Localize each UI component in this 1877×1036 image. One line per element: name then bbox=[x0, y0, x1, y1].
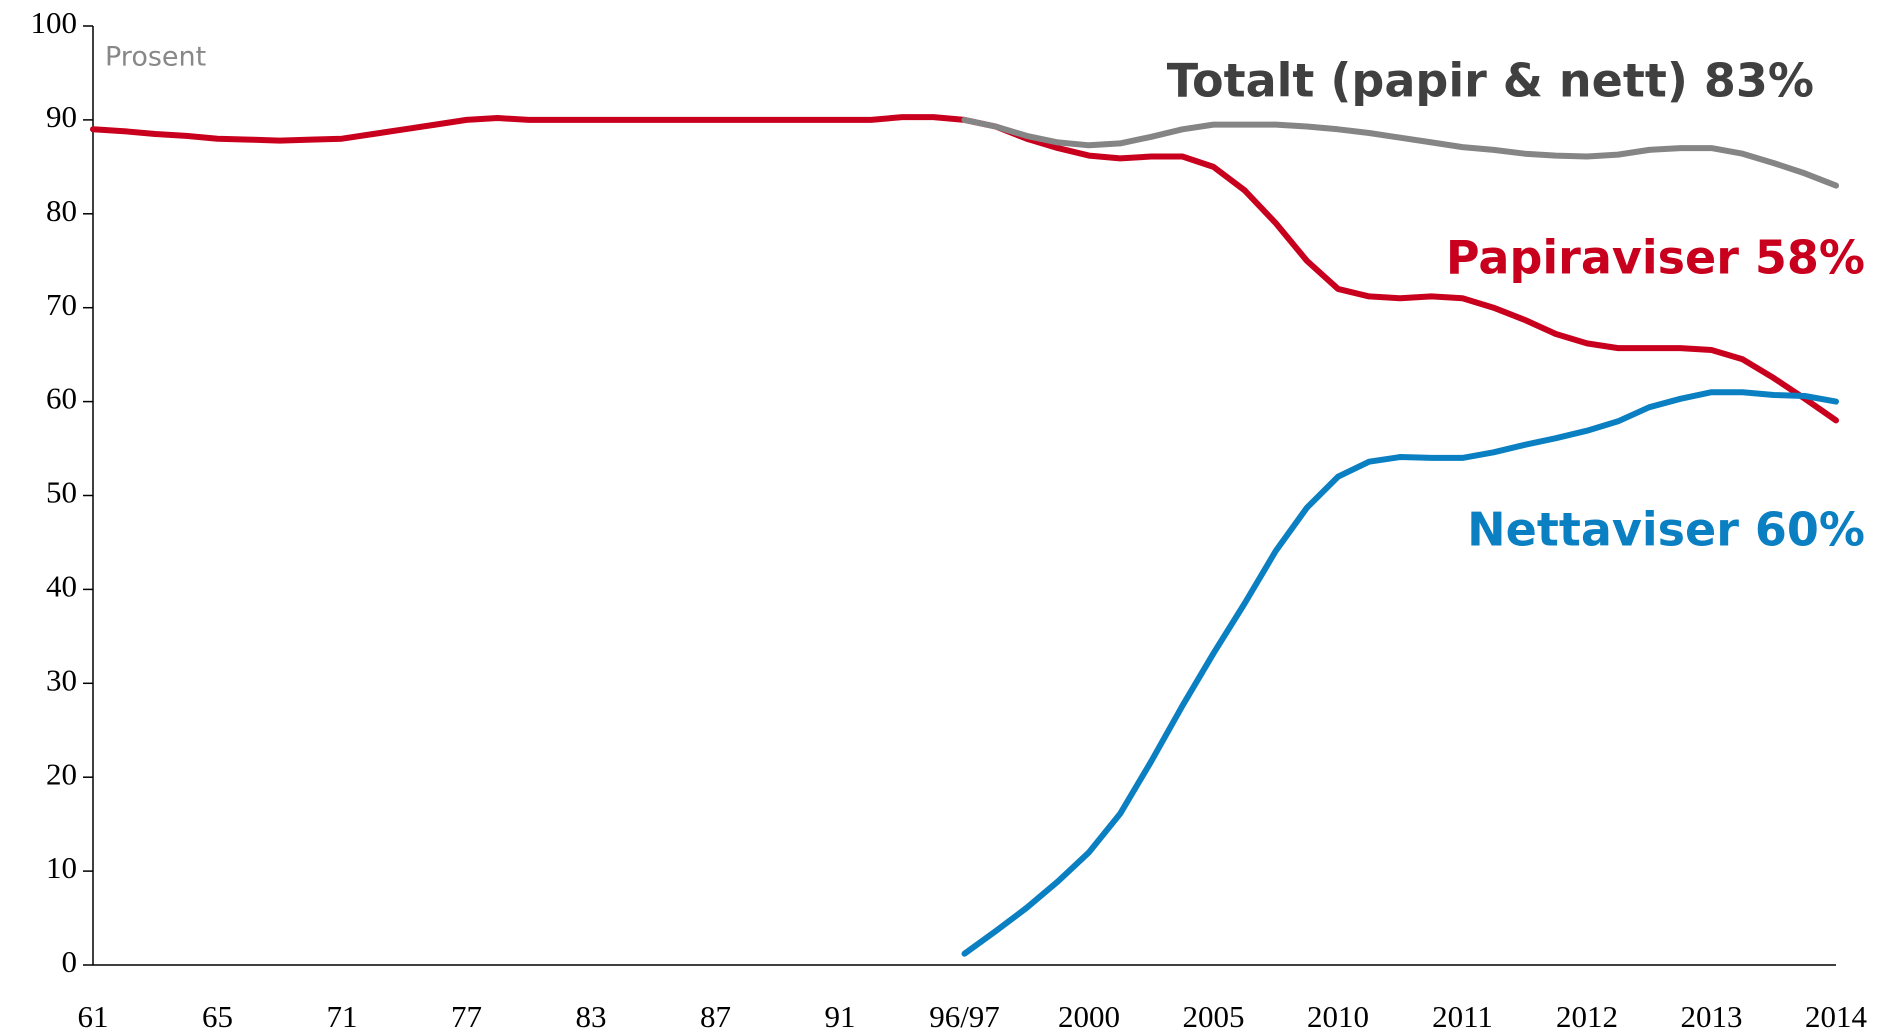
x-tick-label: 2010 bbox=[1307, 999, 1369, 1034]
y-tick-label: 70 bbox=[46, 287, 77, 322]
x-tick-label: 2000 bbox=[1058, 999, 1120, 1034]
x-tick-label: 2013 bbox=[1681, 999, 1743, 1034]
x-tick-label: 87 bbox=[700, 999, 731, 1034]
x-tick-label: 77 bbox=[451, 999, 482, 1034]
x-tick-label: 96/97 bbox=[929, 999, 1000, 1034]
y-tick-label: 60 bbox=[46, 381, 77, 416]
y-tick-label: 80 bbox=[46, 193, 77, 228]
y-tick-label: 10 bbox=[46, 850, 77, 885]
y-tick-label: 50 bbox=[46, 475, 77, 510]
y-tick-label: 20 bbox=[46, 756, 77, 791]
series-label: Totalt (papir & nett) 83% bbox=[1167, 54, 1814, 108]
series-label: Papiraviser 58% bbox=[1446, 231, 1865, 285]
series-label: Nettaviser 60% bbox=[1467, 503, 1865, 557]
x-tick-label: 2011 bbox=[1432, 999, 1493, 1034]
y-tick-label: 30 bbox=[46, 662, 77, 697]
y-tick-label: 40 bbox=[46, 569, 77, 604]
series-line bbox=[961, 116, 1839, 189]
x-tick-label: 65 bbox=[202, 999, 233, 1034]
x-tick-label: 83 bbox=[576, 999, 607, 1034]
x-tick-label: 2012 bbox=[1556, 999, 1618, 1034]
y-tick-label: 0 bbox=[62, 944, 78, 979]
y-tick-label: 100 bbox=[31, 5, 78, 40]
x-tick-label: 61 bbox=[78, 999, 109, 1034]
x-tick-label: 91 bbox=[825, 999, 856, 1034]
x-tick-label: 2005 bbox=[1183, 999, 1245, 1034]
y-axis-label: Prosent bbox=[105, 42, 206, 73]
x-tick-label: 2014 bbox=[1805, 999, 1868, 1034]
x-tick-label: 71 bbox=[327, 999, 358, 1034]
series-line bbox=[961, 389, 1839, 957]
y-tick-label: 90 bbox=[46, 99, 77, 134]
